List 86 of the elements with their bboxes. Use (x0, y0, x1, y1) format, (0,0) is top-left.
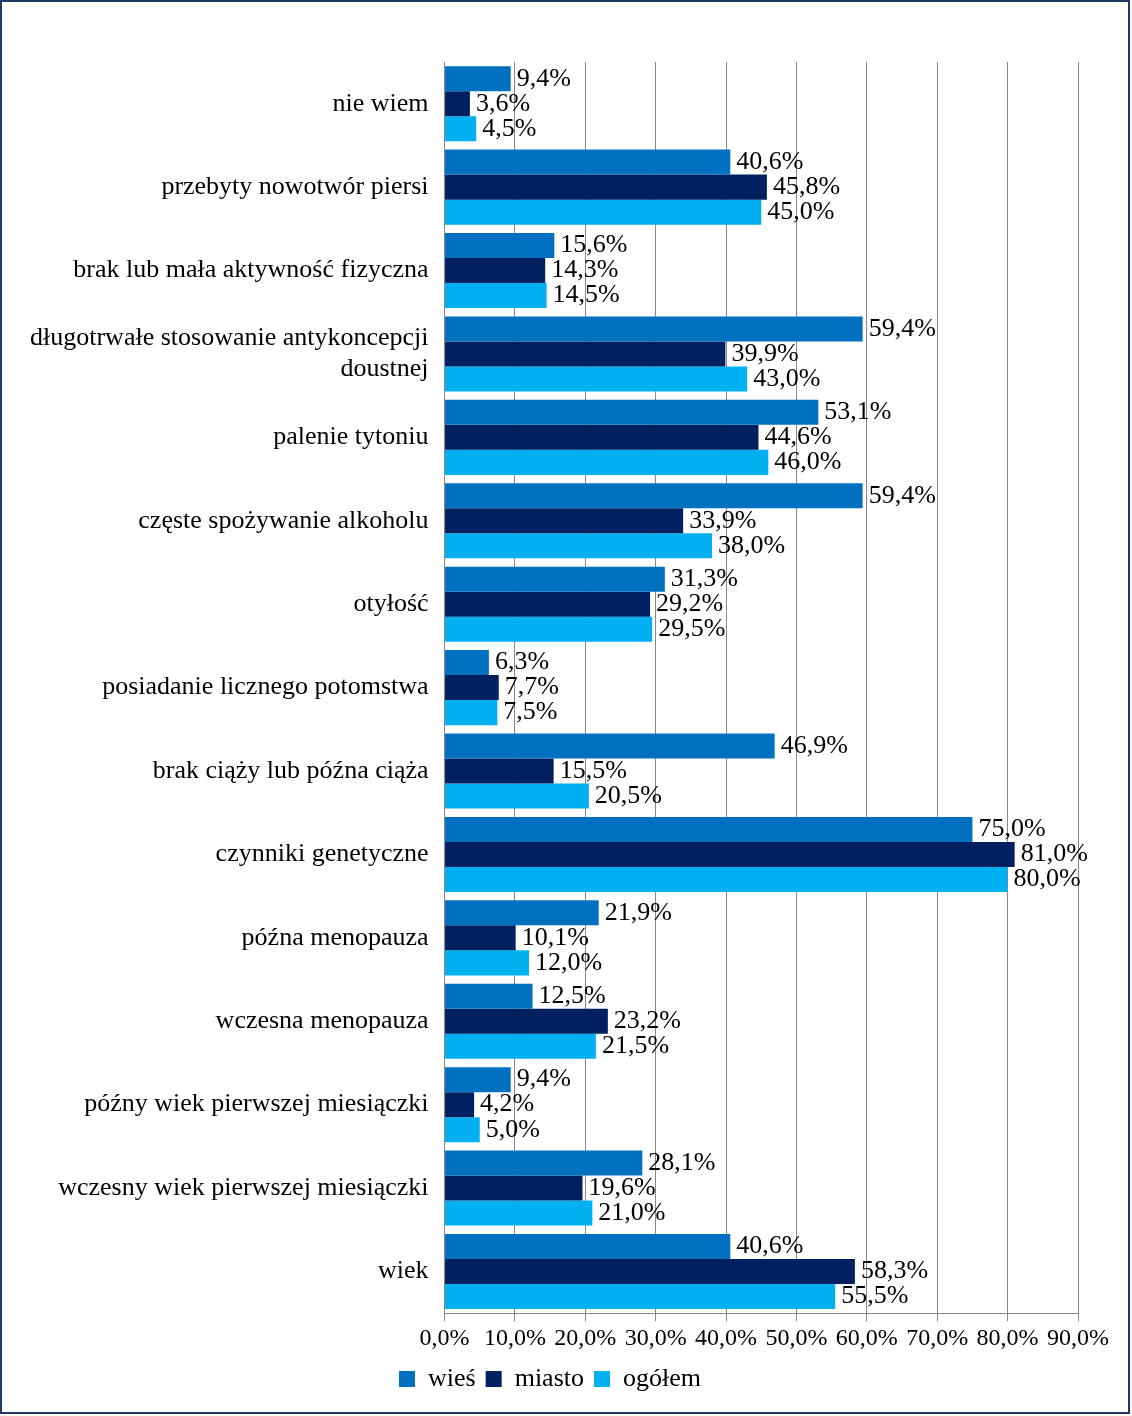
y-tick-label: długotrwałe stosowanie antykoncepcji doustnej (29, 322, 429, 383)
bar (445, 1008, 608, 1034)
bar (445, 783, 589, 809)
bar (445, 449, 769, 475)
y-tick-label: przebyty nowotwór piersi (161, 170, 429, 200)
bar (445, 1067, 511, 1093)
data-label: 39,9% (731, 337, 799, 367)
x-tick-label: 90,0% (1047, 1323, 1109, 1350)
legend-label: wieś (428, 1362, 476, 1392)
data-label: 7,5% (503, 696, 558, 726)
bar (445, 1117, 480, 1143)
bar (445, 616, 653, 642)
bar (445, 1033, 596, 1059)
data-label: 15,6% (560, 229, 628, 259)
bar (445, 675, 499, 701)
bar (445, 1233, 731, 1259)
bar (445, 591, 651, 617)
bar (445, 758, 554, 784)
x-tick-label: 20,0% (554, 1323, 617, 1350)
bar (445, 733, 775, 759)
x-tick-label: 0,0% (419, 1323, 470, 1350)
legend-label: ogółem (623, 1362, 701, 1392)
bar (445, 1150, 643, 1176)
y-tick-label: czynniki genetyczne (215, 838, 429, 868)
bar (445, 866, 1008, 892)
data-label: 40,6% (736, 1230, 804, 1260)
x-tick-label: 10,0% (483, 1323, 546, 1350)
bar (445, 700, 498, 726)
bar (445, 983, 533, 1009)
y-tick-label: częste spożywanie alkoholu (138, 504, 429, 534)
bar (445, 316, 863, 342)
y-tick-label: późny wiek pierwszej miesiączki (84, 1088, 429, 1118)
bar (445, 66, 511, 92)
data-label: 46,9% (780, 729, 848, 759)
bar (445, 424, 759, 450)
bar (445, 925, 516, 951)
bar (445, 258, 546, 284)
bar (445, 533, 713, 559)
x-tick-label: 50,0% (765, 1323, 828, 1350)
bar (445, 1175, 583, 1201)
bar (445, 950, 530, 976)
bar (445, 91, 470, 117)
y-tick-label: brak lub mała aktywność fizyczna (73, 254, 429, 284)
bar (445, 900, 599, 926)
data-label: 21,9% (604, 896, 672, 926)
y-tick-label: wiek (378, 1255, 429, 1285)
x-tick-label: 70,0% (906, 1323, 969, 1350)
data-label: 10,1% (521, 921, 589, 951)
y-tick-label: brak ciąży lub późna ciąża (152, 754, 430, 784)
bar (445, 1092, 475, 1118)
y-tick-label: wczesna menopauza (215, 1005, 429, 1035)
legend-label: miasto (514, 1362, 585, 1392)
bar (445, 508, 684, 534)
y-tick-label: otyłość (353, 588, 429, 618)
data-label: 58,3% (860, 1255, 929, 1285)
bar (445, 1200, 593, 1226)
bar (445, 199, 762, 225)
bar (445, 566, 665, 592)
bar (445, 483, 863, 509)
bar (445, 816, 973, 842)
data-label: 12,5% (538, 980, 606, 1010)
y-tick-label: późna menopauza (241, 921, 430, 951)
bar (445, 841, 1015, 867)
bar (445, 283, 547, 309)
y-tick-label: posiadanie licznego potomstwa (102, 671, 430, 701)
data-label: 33,9% (689, 504, 757, 534)
data-label: 6,3% (494, 646, 550, 676)
data-label: 59,4% (868, 312, 936, 342)
bar (445, 1258, 855, 1285)
y-tick-label: palenie tytoniu (273, 421, 429, 451)
bar (445, 399, 819, 425)
bar (445, 341, 726, 367)
bar (445, 233, 555, 259)
data-label: 59,4% (868, 479, 936, 509)
x-tick-label: 60,0% (835, 1323, 898, 1350)
bar (445, 1284, 836, 1310)
y-tick-label: nie wiem (332, 87, 429, 117)
y-tick-label: wczesny wiek pierwszej miesiączki (58, 1171, 429, 1201)
x-tick-label: 80,0% (976, 1323, 1039, 1350)
x-tick-label: 40,0% (695, 1323, 758, 1350)
x-tick-label: 30,0% (624, 1323, 687, 1350)
bar (445, 174, 767, 200)
bar (445, 116, 477, 142)
bar (445, 149, 731, 175)
bar (445, 650, 489, 676)
bar (445, 366, 748, 392)
